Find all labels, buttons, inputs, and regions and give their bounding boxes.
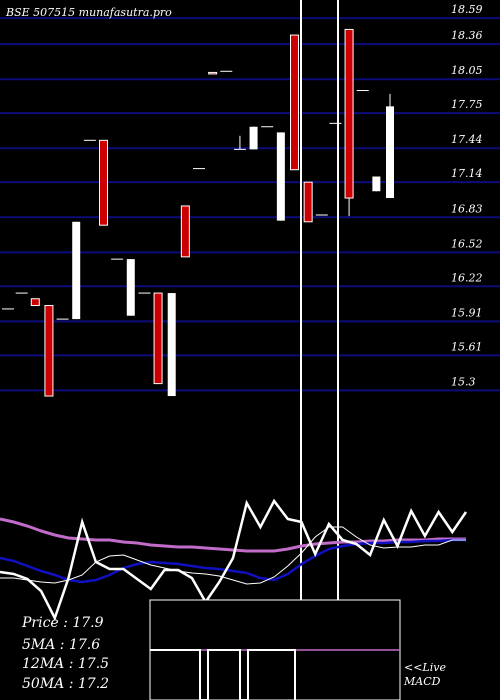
macd-line xyxy=(150,649,296,700)
price-grid xyxy=(0,17,500,392)
stat-50ma: 50MA : 17.2 xyxy=(22,676,110,692)
candle-bear xyxy=(30,298,40,307)
candle-bear xyxy=(99,139,108,226)
y-tick-label: 17.44 xyxy=(451,133,483,146)
price-line xyxy=(0,498,468,622)
macd-panel xyxy=(149,599,401,700)
ma-blue-line xyxy=(0,538,466,584)
candle-bear xyxy=(303,181,313,223)
candle-bull xyxy=(249,126,258,150)
candle-bear xyxy=(44,305,54,397)
candle-bear xyxy=(208,71,218,75)
indicator-lines xyxy=(0,498,468,622)
candle-bull xyxy=(72,221,81,320)
y-tick-label: 18.59 xyxy=(451,3,483,16)
y-tick-label: 15.3 xyxy=(451,375,476,388)
y-tick-label: 18.36 xyxy=(451,29,483,42)
stat-5ma: 5MA : 17.6 xyxy=(22,637,101,653)
y-tick-label: 15.61 xyxy=(451,340,483,353)
y-tick-label: 16.52 xyxy=(451,237,483,250)
macd-live-label: <<Live xyxy=(404,661,446,674)
ma-pink-line xyxy=(0,517,466,553)
candle-bull xyxy=(276,132,285,221)
candle-bear xyxy=(180,205,190,258)
candle-bear xyxy=(344,28,354,199)
candle-bear xyxy=(153,292,163,385)
macd-label: MACD xyxy=(404,675,441,688)
stat-12ma: 12MA : 17.5 xyxy=(22,656,110,672)
candles xyxy=(2,28,394,397)
y-tick-label: 17.14 xyxy=(451,167,483,180)
y-tick-label: 17.75 xyxy=(451,98,483,111)
y-axis-ticks: 18.59 18.36 18.05 17.75 17.44 17.14 16.83 16.52… xyxy=(451,3,483,388)
candle-bull xyxy=(372,176,381,192)
candle-bull xyxy=(126,259,135,316)
ma-white-line xyxy=(0,526,466,585)
candle-bull xyxy=(386,106,394,199)
stat-price: Price : 17.9 xyxy=(22,615,104,631)
y-tick-label: 16.22 xyxy=(451,271,483,284)
candle-bear xyxy=(290,34,299,171)
candle-bull xyxy=(167,293,176,397)
watermark: BSE 507515 munafasutra.pro xyxy=(6,6,172,19)
y-tick-label: 16.83 xyxy=(451,202,483,215)
y-tick-label: 15.91 xyxy=(451,306,483,319)
y-tick-label: 18.05 xyxy=(451,64,483,77)
